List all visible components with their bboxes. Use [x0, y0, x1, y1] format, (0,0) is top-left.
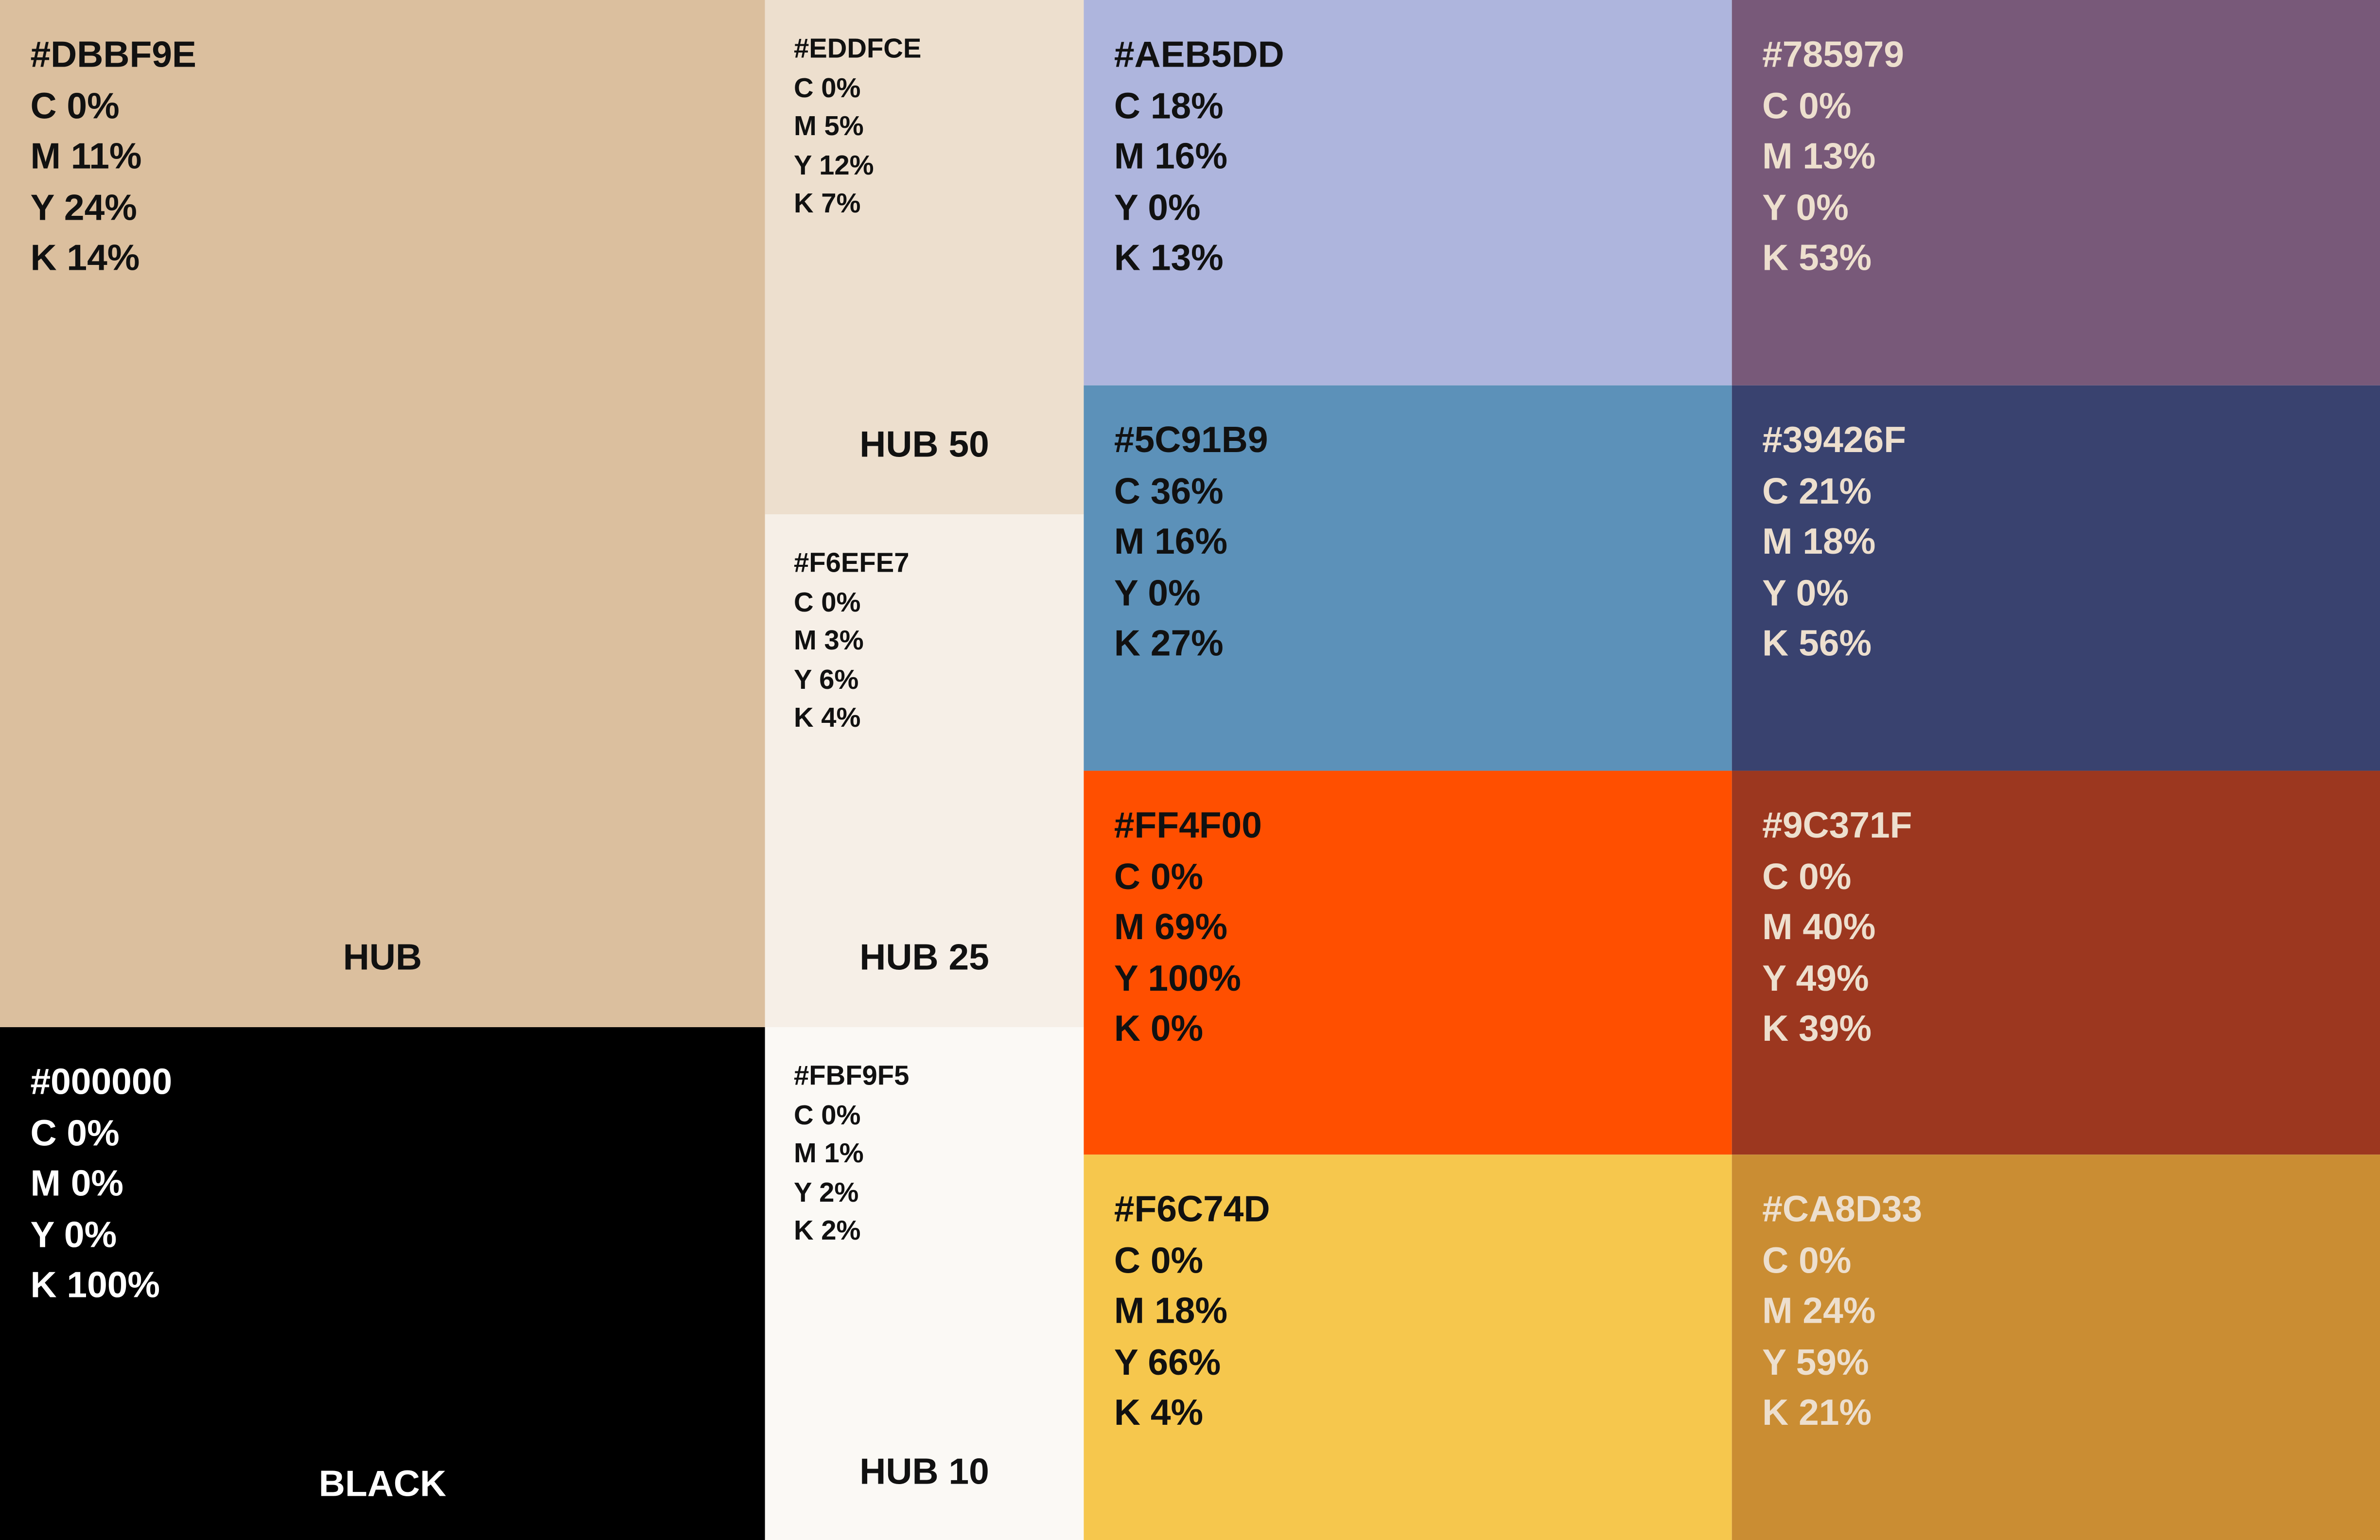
hex-code: #FBF9F5 [794, 1060, 910, 1091]
swatch: #9C371F C 0% M 40% Y 49% K 39% [1732, 770, 2380, 1155]
hex-code: #FF4F00 [1114, 805, 1262, 847]
cmyk-value: Y 0% [1114, 573, 1201, 614]
cmyk-value: M 24% [1762, 1291, 1876, 1332]
cmyk-value: M 0% [30, 1163, 124, 1205]
cmyk-value: Y 0% [1114, 187, 1201, 228]
cmyk-value: C 36% [1114, 471, 1224, 512]
cmyk-value: M 3% [794, 625, 864, 656]
swatch: #5C91B9 C 36% M 16% Y 0% K 27% [1084, 385, 1732, 771]
hex-code: #39426F [1762, 420, 1907, 461]
swatch-name: HUB [343, 937, 422, 979]
cmyk-value: M 69% [1114, 907, 1228, 948]
swatch: #785979 C 0% M 13% Y 0% K 53% [1732, 0, 2380, 385]
swatch-name: HUB 50 [859, 424, 989, 466]
swatch: #EDDFCE C 0% M 5% Y 12% K 7% HUB 50 [765, 0, 1084, 515]
hex-code: #F6C74D [1114, 1190, 1270, 1231]
cmyk-value: C 0% [794, 72, 861, 103]
cmyk-value: Y 24% [30, 187, 137, 228]
cmyk-value: M 11% [30, 136, 142, 178]
cmyk-value: Y 0% [1762, 187, 1849, 228]
swatch-specs: #000000 C 0% M 0% Y 0% K 100% [30, 1057, 172, 1312]
cmyk-value: C 0% [1114, 1240, 1204, 1281]
cmyk-value: K 56% [1762, 623, 1872, 665]
cmyk-value: M 5% [794, 111, 864, 141]
cmyk-value: C 0% [1114, 856, 1204, 898]
cmyk-value: K 2% [794, 1216, 861, 1246]
cmyk-value: K 53% [1762, 238, 1872, 280]
swatch: #000000 C 0% M 0% Y 0% K 100% BLACK [0, 1027, 765, 1540]
hex-code: #5C91B9 [1114, 420, 1268, 461]
cmyk-value: M 13% [1762, 136, 1876, 178]
cmyk-value: K 4% [1114, 1393, 1204, 1434]
hex-code: #AEB5DD [1114, 35, 1284, 76]
cmyk-value: K 13% [1114, 238, 1224, 280]
cmyk-value: M 18% [1762, 522, 1876, 563]
swatch: #AEB5DD C 18% M 16% Y 0% K 13% [1084, 0, 1732, 385]
swatch-specs: #CA8D33 C 0% M 24% Y 59% K 21% [1762, 1185, 1922, 1439]
swatch-specs: #AEB5DD C 18% M 16% Y 0% K 13% [1114, 30, 1284, 284]
hex-code: #CA8D33 [1762, 1190, 1923, 1231]
cmyk-value: Y 0% [30, 1214, 117, 1256]
swatch-name: HUB 25 [859, 937, 989, 979]
cmyk-value: K 4% [794, 703, 861, 734]
cmyk-value: Y 2% [794, 1177, 859, 1208]
cmyk-value: C 0% [30, 86, 120, 127]
swatch-name: HUB 10 [859, 1452, 989, 1493]
cmyk-value: C 18% [1114, 86, 1224, 127]
swatch: #FBF9F5 C 0% M 1% Y 2% K 2% HUB 10 [765, 1027, 1084, 1540]
swatch-specs: #785979 C 0% M 13% Y 0% K 53% [1762, 30, 1904, 284]
swatch-specs: #5C91B9 C 36% M 16% Y 0% K 27% [1114, 416, 1268, 670]
cmyk-value: M 40% [1762, 907, 1876, 948]
hex-code: #000000 [30, 1062, 173, 1103]
swatch: #F6EFE7 C 0% M 3% Y 6% K 4% HUB 25 [765, 514, 1084, 1028]
swatch-specs: #FF4F00 C 0% M 69% Y 100% K 0% [1114, 801, 1262, 1055]
swatch: #39426F C 21% M 18% Y 0% K 56% [1732, 385, 2380, 771]
swatch-specs: #FBF9F5 C 0% M 1% Y 2% K 2% [794, 1057, 909, 1251]
cmyk-value: C 0% [1762, 1240, 1852, 1281]
hex-code: #785979 [1762, 35, 1904, 76]
cmyk-value: C 0% [1762, 856, 1852, 898]
swatch: #CA8D33 C 0% M 24% Y 59% K 21% [1732, 1155, 2380, 1540]
cmyk-value: Y 100% [1114, 958, 1241, 999]
hex-code: #9C371F [1762, 805, 1912, 847]
cmyk-value: K 39% [1762, 1009, 1872, 1050]
swatch-specs: #F6EFE7 C 0% M 3% Y 6% K 4% [794, 545, 909, 739]
cmyk-value: Y 6% [794, 664, 859, 695]
cmyk-value: K 21% [1762, 1393, 1872, 1434]
cmyk-value: Y 66% [1114, 1342, 1221, 1383]
swatch-specs: #F6C74D C 0% M 18% Y 66% K 4% [1114, 1185, 1270, 1439]
cmyk-value: Y 0% [1762, 573, 1849, 614]
cmyk-value: K 7% [794, 189, 861, 219]
swatch-specs: #39426F C 21% M 18% Y 0% K 56% [1762, 416, 1906, 670]
cmyk-value: K 100% [30, 1265, 160, 1307]
cmyk-value: C 0% [30, 1113, 120, 1154]
hex-code: #F6EFE7 [794, 547, 910, 578]
swatch-specs: #EDDFCE C 0% M 5% Y 12% K 7% [794, 30, 921, 224]
swatch-specs: #DBBF9E C 0% M 11% Y 24% K 14% [30, 30, 196, 284]
cmyk-value: Y 12% [794, 150, 874, 180]
cmyk-value: M 18% [1114, 1291, 1228, 1332]
hex-code: #DBBF9E [30, 35, 196, 76]
swatch: #DBBF9E C 0% M 11% Y 24% K 14% HUB [0, 0, 765, 1028]
cmyk-value: Y 49% [1762, 958, 1869, 999]
cmyk-value: M 16% [1114, 136, 1228, 178]
swatch: #FF4F00 C 0% M 69% Y 100% K 0% [1084, 770, 1732, 1155]
cmyk-value: K 0% [1114, 1009, 1204, 1050]
hex-code: #EDDFCE [794, 33, 922, 64]
swatch-name: BLACK [318, 1464, 447, 1505]
swatch: #F6C74D C 0% M 18% Y 66% K 4% [1084, 1155, 1732, 1540]
cmyk-value: C 21% [1762, 471, 1872, 512]
cmyk-value: C 0% [794, 1099, 861, 1130]
cmyk-value: K 14% [30, 238, 140, 280]
cmyk-value: Y 59% [1762, 1342, 1869, 1383]
cmyk-value: K 27% [1114, 623, 1224, 665]
cmyk-value: M 1% [794, 1138, 864, 1169]
cmyk-value: C 0% [1762, 86, 1852, 127]
cmyk-value: M 16% [1114, 522, 1228, 563]
cmyk-value: C 0% [794, 586, 861, 617]
swatch-specs: #9C371F C 0% M 40% Y 49% K 39% [1762, 801, 1912, 1055]
